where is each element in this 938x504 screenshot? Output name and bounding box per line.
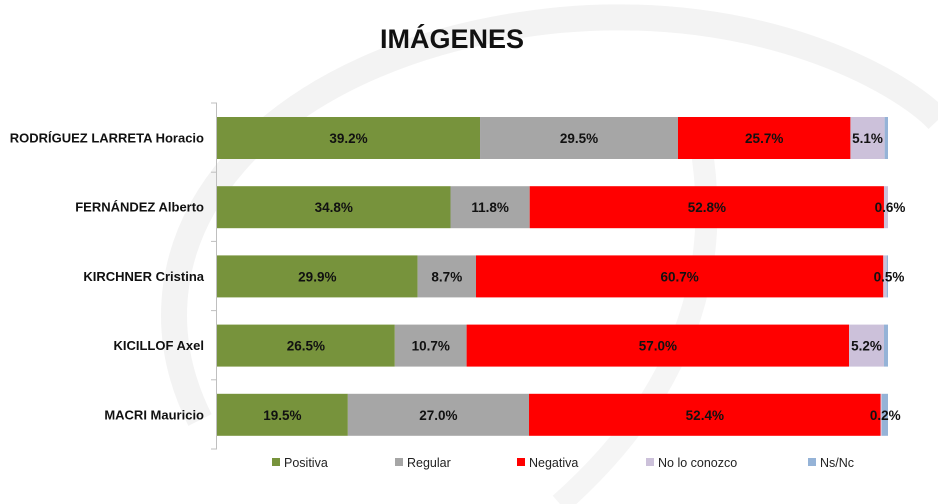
bar-segment [883,186,888,229]
bar-segment [476,255,884,298]
data-label: 0.2% [870,408,901,423]
legend-label: Negativa [529,456,578,470]
data-label: 0.5% [874,269,905,284]
bars [217,117,888,436]
data-label: 0.6% [875,200,906,215]
legend-label: Ns/Nc [820,456,854,470]
bar-segment [417,255,477,298]
data-label: 57.0% [639,339,677,354]
bar-segment [217,117,481,159]
category-label: MACRI Mauricio [104,407,204,422]
legend-swatch [395,458,403,466]
data-label: 25.7% [745,131,783,146]
value-labels: 39.2% 29.5% 25.7% 5.1% 34.8% 11.8% 52.8% 0.6% 29… [263,131,905,423]
bar-segment [450,186,530,229]
bar-segment [529,186,884,229]
bar-segment [849,324,884,367]
background-watermark [161,4,938,504]
data-label: 29.5% [560,131,598,146]
data-label: 39.2% [329,131,367,146]
data-label: 29.9% [298,269,336,284]
bar-segment [480,117,678,159]
bar-segment [880,393,882,436]
data-label: 34.8% [315,200,353,215]
bar-segment [217,255,418,298]
data-label: 19.5% [263,408,301,423]
legend-swatch [646,458,654,466]
bar-segment [850,117,885,159]
category-label: KIRCHNER Cristina [83,269,204,284]
bar-segment [881,393,888,436]
category-label: KICILLOF Axel [113,338,204,353]
bar-segment [529,393,881,436]
data-label: 52.8% [688,200,726,215]
legend-swatch [517,458,525,466]
bar-segment [466,324,850,367]
bar-segment [217,393,348,436]
data-label: 8.7% [431,269,462,284]
bar-segment [347,393,530,436]
data-label: 5.2% [851,339,882,354]
data-label: 27.0% [419,408,457,423]
data-label: 11.8% [471,200,509,215]
data-label: 26.5% [287,339,325,354]
bar-segment [677,117,851,159]
data-label: 60.7% [661,269,699,284]
legend-swatch [272,458,280,466]
data-label: 10.7% [412,339,450,354]
category-label: RODRÍGUEZ LARRETA Horacio [10,131,204,146]
bar-segment [883,255,887,298]
bar-segment [886,255,888,298]
bar-segment [217,186,451,229]
bar-segment [217,324,395,367]
legend-label: No lo conozco [658,456,737,470]
category-label: FERNÁNDEZ Alberto [75,200,204,215]
bar-segment [394,324,467,367]
data-label: 5.1% [852,131,883,146]
legend-label: Regular [407,456,451,470]
bar-segment [883,324,888,367]
legend-swatch [808,458,816,466]
bar-segment [884,117,888,159]
data-label: 52.4% [686,408,724,423]
legend-label: Positiva [284,456,328,470]
category-axis: RODRÍGUEZ LARRETA Horacio FERNÁNDEZ Alber… [10,102,217,450]
legend: Positiva Regular Negativa No lo conozco Ns/N… [272,456,854,470]
chart-title: IMÁGENES [380,23,524,54]
